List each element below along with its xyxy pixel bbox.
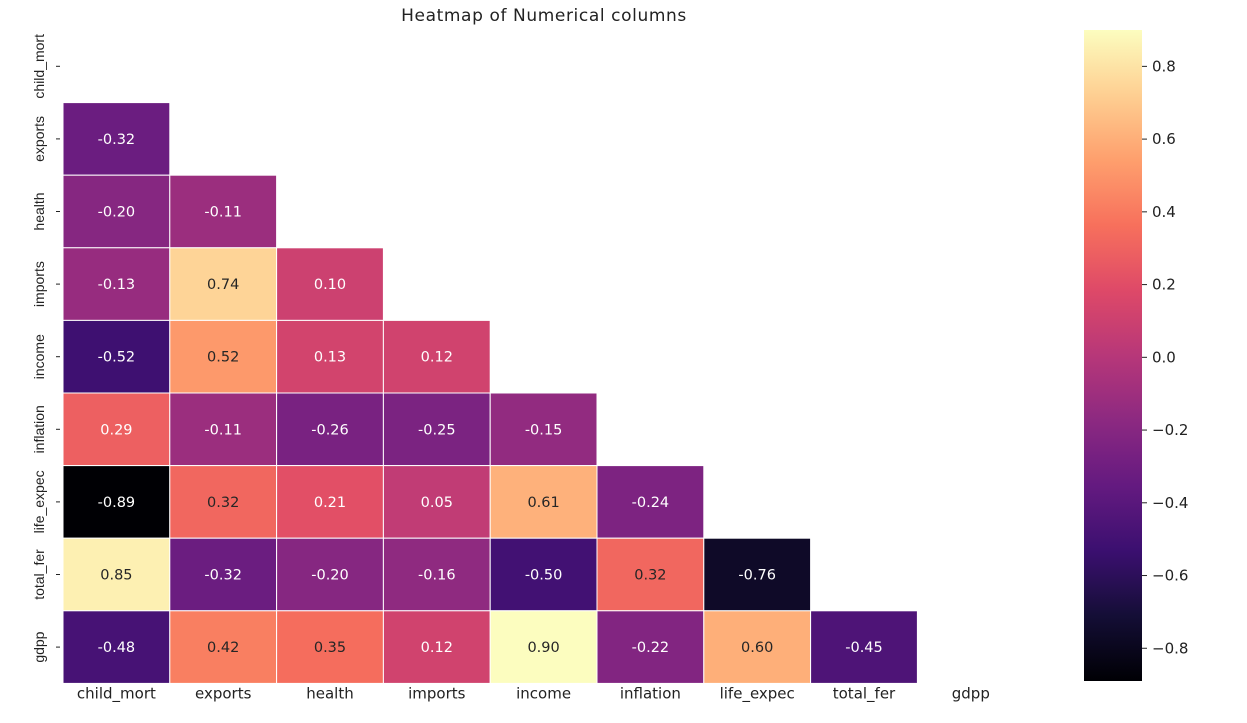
cell-value-label: 0.10: [314, 277, 346, 293]
cell-value-label: 0.13: [314, 350, 346, 366]
heatmap-cell: [276, 537, 384, 612]
heatmap-cell: [169, 174, 278, 249]
cell-value-label: -0.22: [632, 640, 670, 656]
heatmap-cell: [596, 610, 705, 684]
y-tick-label: income: [31, 334, 47, 379]
colorbar-tick-label: 0.8: [1152, 57, 1176, 75]
cell-value-label: 0.32: [634, 568, 666, 584]
colorbar-tick-label: −0.2: [1152, 421, 1188, 439]
x-tick-label: health: [306, 684, 353, 702]
x-tick-label: child_mort: [77, 684, 156, 703]
cell-value-label: 0.29: [100, 422, 132, 438]
cell-value-label: 0.32: [207, 495, 239, 511]
cell-value-label: -0.16: [418, 568, 456, 584]
cell-value-label: -0.50: [525, 568, 563, 584]
heatmap-cell: [489, 610, 598, 684]
colorbar: [1084, 30, 1142, 681]
x-tick-label: life_expec: [720, 684, 795, 703]
y-tick-label: inflation: [31, 405, 47, 453]
cell-value-label: 0.21: [314, 495, 346, 511]
heatmap-cell: [382, 537, 491, 612]
chart-title: Heatmap of Numerical columns: [401, 6, 687, 26]
colorbar-tick-label: −0.6: [1152, 567, 1188, 585]
cell-value-label: -0.11: [204, 205, 242, 221]
cell-value-label: -0.32: [204, 568, 242, 584]
cell-value-label: -0.20: [98, 205, 136, 221]
colorbar-tick-label: −0.4: [1152, 494, 1188, 512]
colorbar-tick-label: 0.0: [1152, 348, 1176, 366]
y-tick-label: life_expec: [31, 470, 47, 533]
x-tick-label: gdpp: [952, 684, 990, 702]
cell-value-label: -0.13: [98, 277, 136, 293]
y-tick-label: gdpp: [31, 631, 47, 662]
y-tick-label: exports: [31, 116, 47, 162]
y-tick-label: health: [31, 192, 47, 230]
heatmap-cell: [169, 610, 278, 684]
heatmap-cell: [276, 392, 384, 467]
heatmap-cell: [382, 465, 491, 539]
heatmap-cell: [276, 247, 384, 321]
x-tick-label: inflation: [620, 684, 681, 702]
heatmap-cell: [62, 610, 171, 684]
heatmap-cell: [703, 610, 812, 684]
colorbar-tick-label: −0.8: [1152, 639, 1188, 657]
cell-value-label: -0.89: [98, 495, 136, 511]
cell-value-label: 0.42: [207, 640, 239, 656]
heatmap-cell: [169, 247, 278, 321]
heatmap-cell: [62, 392, 171, 467]
cell-value-label: 0.05: [421, 495, 453, 511]
heatmap-cell: [169, 319, 278, 394]
cell-value-label: -0.20: [311, 568, 349, 584]
cell-value-label: -0.76: [738, 568, 776, 584]
x-tick-label: total_fer: [833, 684, 896, 703]
heatmap-cell: [596, 465, 705, 539]
heatmap-cell: [276, 319, 384, 394]
colorbar-tick-label: 0.6: [1152, 130, 1176, 148]
cell-value-label: -0.11: [204, 422, 242, 438]
cell-value-label: 0.60: [741, 640, 773, 656]
cell-value-label: 0.52: [207, 350, 239, 366]
cell-value-label: 0.90: [527, 640, 559, 656]
cell-value-label: -0.48: [98, 640, 136, 656]
x-tick-label: imports: [408, 684, 466, 702]
heatmap-cell: [596, 537, 705, 612]
x-tick-label: exports: [195, 684, 252, 702]
cell-value-label: -0.32: [98, 132, 136, 148]
cell-value-label: -0.52: [98, 350, 136, 366]
heatmap-cell: [703, 537, 812, 612]
heatmap-cell: [62, 319, 171, 394]
cell-value-label: -0.26: [311, 422, 349, 438]
y-tick-label: imports: [31, 261, 47, 307]
cell-value-label: 0.12: [421, 640, 453, 656]
cell-value-label: 0.12: [421, 350, 453, 366]
cell-value-label: -0.45: [845, 640, 883, 656]
cell-value-label: -0.25: [418, 422, 456, 438]
cell-value-label: 0.61: [527, 495, 559, 511]
heatmap-cell: [62, 102, 171, 176]
heatmap-cell: [62, 537, 171, 612]
cell-value-label: -0.15: [525, 422, 563, 438]
heatmap-cell: [276, 465, 384, 539]
x-tick-label: income: [516, 684, 571, 702]
heatmap-cell: [169, 392, 278, 467]
y-tick-label: total_fer: [31, 549, 47, 600]
heatmap-cell: [382, 610, 491, 684]
cell-value-label: 0.35: [314, 640, 346, 656]
colorbar-tick-label: 0.4: [1152, 203, 1176, 221]
heatmap-cell: [489, 392, 598, 467]
colorbar-tick-label: 0.2: [1152, 276, 1176, 294]
cell-value-label: 0.85: [100, 568, 132, 584]
heatmap-cell: [489, 537, 598, 612]
cell-value-label: 0.74: [207, 277, 239, 293]
heatmap-cell: [382, 392, 491, 467]
y-tick-label: child_mort: [31, 34, 47, 99]
cell-value-label: -0.24: [632, 495, 670, 511]
heatmap-cell: [276, 610, 384, 684]
heatmap-cell: [810, 610, 918, 684]
